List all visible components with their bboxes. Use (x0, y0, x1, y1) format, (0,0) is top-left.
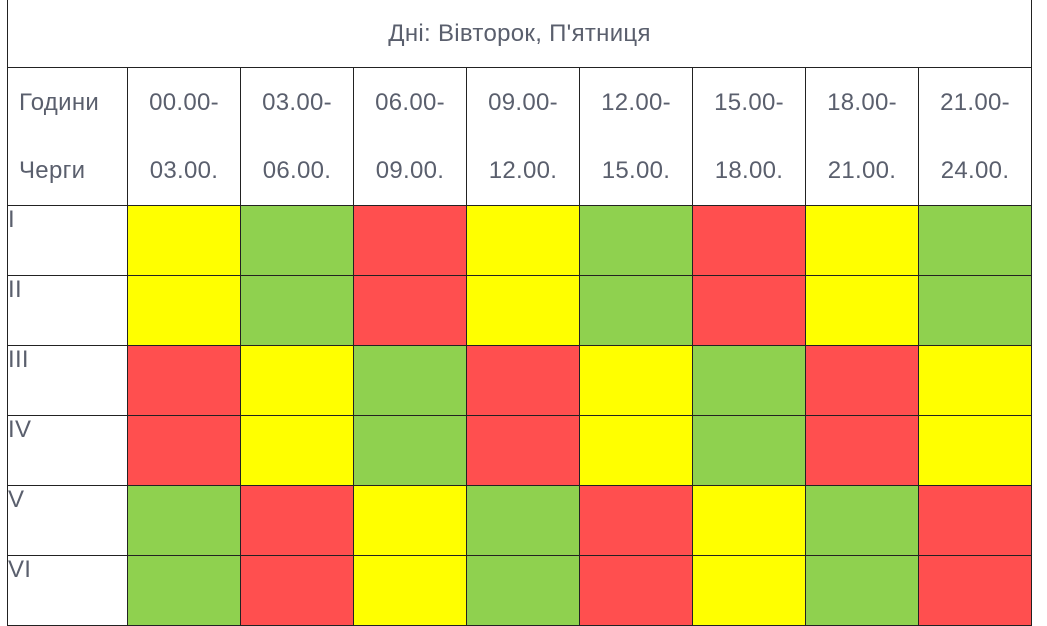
status-cell-maybe (240, 345, 354, 416)
queues-header-row: Черги 03.00. 06.00. 09.00. 12.00. 15.00. 18.0… (7, 137, 1033, 206)
status-cell-off (692, 275, 806, 346)
status-cell-on (579, 205, 693, 276)
status-cell-off (692, 205, 806, 276)
status-cell-off (917, 555, 1033, 626)
slot-end-2: 09.00. (353, 137, 467, 206)
queue-label: II (7, 275, 128, 346)
status-cell-off (579, 555, 693, 626)
status-cell-off (353, 275, 467, 346)
queue-label: IV (7, 415, 128, 486)
status-cell-maybe (579, 415, 693, 486)
status-cell-on (240, 205, 354, 276)
slot-start-7: 21.00- (917, 67, 1033, 137)
queue-label: VI (7, 555, 128, 626)
status-cell-maybe (917, 345, 1033, 416)
status-cell-off (466, 345, 580, 416)
status-cell-maybe (127, 275, 241, 346)
status-cell-off (240, 485, 354, 556)
status-cell-on (353, 345, 467, 416)
queue-row: IV (7, 415, 1033, 486)
days-title: Дні: Вівторок, П'ятниця (6, 0, 1033, 68)
slot-end-1: 06.00. (240, 137, 354, 206)
queue-row: VI (7, 555, 1033, 626)
status-cell-maybe (579, 345, 693, 416)
status-cell-on (805, 485, 919, 556)
status-cell-maybe (692, 555, 806, 626)
slot-start-2: 06.00- (353, 67, 467, 137)
status-cell-off (127, 345, 241, 416)
status-cell-on (692, 415, 806, 486)
status-cell-off (466, 415, 580, 486)
status-cell-on (240, 275, 354, 346)
status-cell-off (917, 485, 1033, 556)
slot-end-5: 18.00. (692, 137, 806, 206)
queue-label: I (7, 205, 128, 276)
days-row: Дні: Вівторок, П'ятниця (6, 0, 1033, 68)
queue-row: III (7, 345, 1033, 416)
slot-start-3: 09.00- (466, 67, 580, 137)
queue-row: I (7, 205, 1033, 276)
status-cell-on (917, 275, 1033, 346)
status-cell-maybe (240, 415, 354, 486)
status-cell-on (466, 485, 580, 556)
status-cell-off (240, 555, 354, 626)
slot-end-7: 24.00. (917, 137, 1033, 206)
status-cell-maybe (805, 205, 919, 276)
status-cell-on (692, 345, 806, 416)
status-cell-maybe (805, 275, 919, 346)
queues-label: Черги (7, 137, 128, 206)
status-cell-on (579, 275, 693, 346)
queue-row: V (7, 485, 1033, 556)
outage-schedule-table: Дні: Вівторок, П'ятниця Години 00.00- 03.… (6, 0, 1033, 626)
slot-start-6: 18.00- (805, 67, 919, 137)
hours-header-row: Години 00.00- 03.00- 06.00- 09.00- 12.00- 15.… (7, 67, 1033, 137)
status-cell-maybe (466, 205, 580, 276)
status-cell-maybe (466, 275, 580, 346)
status-cell-on (127, 555, 241, 626)
slot-end-4: 15.00. (579, 137, 693, 206)
status-cell-maybe (917, 415, 1033, 486)
slot-start-5: 15.00- (692, 67, 806, 137)
status-cell-off (353, 205, 467, 276)
slot-end-6: 21.00. (805, 137, 919, 206)
status-cell-on (466, 555, 580, 626)
hours-label: Години (7, 67, 128, 137)
status-cell-on (127, 485, 241, 556)
queue-row: II (7, 275, 1033, 346)
queue-label: III (7, 345, 128, 416)
status-cell-off (579, 485, 693, 556)
slot-end-0: 03.00. (127, 137, 241, 206)
status-cell-maybe (127, 205, 241, 276)
slot-start-1: 03.00- (240, 67, 354, 137)
slot-end-3: 12.00. (466, 137, 580, 206)
slot-start-4: 12.00- (579, 67, 693, 137)
slot-start-0: 00.00- (127, 67, 241, 137)
status-cell-maybe (692, 485, 806, 556)
status-cell-off (805, 345, 919, 416)
status-cell-on (353, 415, 467, 486)
status-cell-on (917, 205, 1033, 276)
queue-label: V (7, 485, 128, 556)
status-cell-maybe (353, 485, 467, 556)
status-cell-off (805, 415, 919, 486)
status-cell-maybe (353, 555, 467, 626)
status-cell-on (805, 555, 919, 626)
status-cell-off (127, 415, 241, 486)
